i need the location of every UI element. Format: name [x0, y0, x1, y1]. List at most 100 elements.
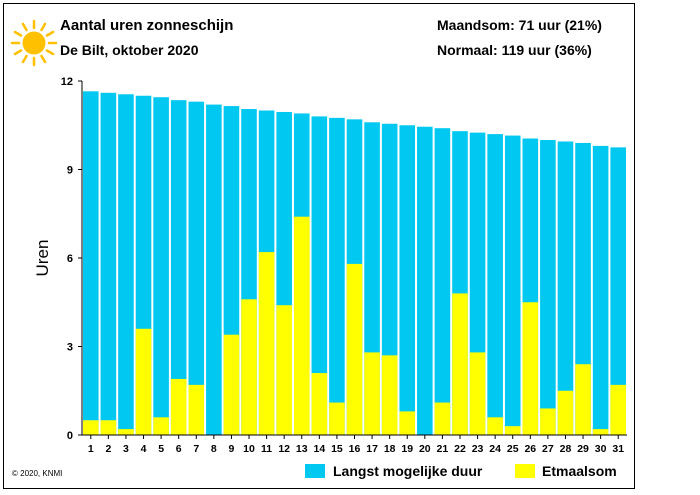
normal-sum-label: Normaal: 119 uur (36%): [437, 42, 592, 58]
x-tick-label: 8: [211, 443, 217, 455]
x-tick-label: 13: [296, 443, 308, 455]
actual-bar-day-18: [381, 355, 398, 435]
sun-ray: [21, 22, 28, 32]
x-tick-label: 20: [419, 443, 431, 455]
actual-bar-day-21: [434, 402, 451, 435]
possible-bar-day-20: [417, 126, 433, 435]
sun-rays: [10, 19, 58, 67]
x-tick-label: 19: [401, 443, 413, 455]
x-axis-ticks: 1 2 3 4 5 6 7 8 9 10 11 12 13 14 15 16 17 18 19 20 21 22 23 24 2…: [88, 435, 624, 455]
actual-bar-day-2: [100, 420, 117, 435]
x-tick-label: 5: [158, 443, 164, 455]
actual-bar-day-23: [469, 352, 486, 435]
x-tick-label: 21: [437, 443, 449, 455]
actual-bar-day-1: [83, 420, 99, 435]
y-axis-label: Uren: [33, 240, 52, 277]
possible-bar-day-14: [311, 116, 328, 436]
x-tick-label: 27: [542, 443, 554, 455]
x-tick-label: 25: [507, 443, 519, 455]
x-tick-label: 22: [454, 443, 466, 455]
possible-bar-day-19: [399, 125, 416, 435]
actual-bar-day-29: [575, 364, 591, 435]
sun-ray: [45, 30, 55, 37]
possible-bar-day-29: [575, 142, 591, 435]
possible-bar-day-2: [100, 92, 117, 436]
actual-bar-day-11: [258, 252, 275, 435]
actual-bar-day-4: [135, 328, 152, 435]
sun-ray: [45, 49, 55, 56]
y-tick-label: 0: [67, 430, 73, 442]
possible-bar-day-21: [434, 128, 451, 435]
sun-disc: [22, 31, 46, 55]
sun-ray: [40, 54, 47, 64]
x-tick-label: 3: [123, 443, 129, 455]
actual-bar-day-12: [276, 305, 292, 435]
actual-bar-day-30: [592, 429, 609, 435]
x-tick-label: 12: [278, 443, 290, 455]
possible-bar-day-27: [540, 140, 556, 435]
x-tick-label: 24: [489, 443, 501, 455]
sun-ray: [40, 22, 47, 32]
x-tick-label: 23: [472, 443, 484, 455]
x-tick-label: 4: [141, 443, 147, 455]
sun-icon: [10, 19, 58, 67]
y-tick-label: 6: [67, 253, 73, 265]
x-tick-label: 2: [105, 443, 111, 455]
sun-ray: [13, 30, 23, 37]
possible-bar-day-5: [153, 97, 169, 435]
actual-bar-day-28: [557, 390, 574, 435]
copyright-text: © 2020, KNMI: [12, 469, 63, 478]
actual-bar-day-3: [118, 429, 134, 435]
legend-label-actual: Etmaalsom: [542, 463, 617, 479]
x-tick-label: 9: [229, 443, 235, 455]
month-sum-label: Maandsom: 71 uur (21%): [437, 17, 602, 33]
actual-bar-day-26: [522, 302, 539, 435]
y-axis-ticks: 0 3 6 9 12: [61, 76, 82, 442]
x-tick-label: 15: [331, 443, 343, 455]
possible-bar-day-6: [170, 100, 187, 436]
actual-bar-day-5: [153, 417, 169, 435]
actual-bar-day-10: [241, 299, 257, 435]
actual-bar-day-6: [170, 378, 187, 435]
actual-bar-day-17: [364, 352, 380, 435]
x-tick-label: 30: [595, 443, 607, 455]
actual-bar-day-14: [311, 373, 328, 435]
x-tick-label: 28: [560, 443, 572, 455]
actual-bar-day-31: [610, 384, 626, 435]
possible-bar-day-28: [557, 141, 574, 435]
y-tick-label: 3: [67, 342, 73, 354]
sun-ray: [13, 49, 23, 56]
actual-sunshine-bars: [83, 216, 626, 435]
actual-bar-day-16: [346, 263, 363, 435]
possible-bar-day-1: [83, 91, 99, 435]
x-tick-label: 10: [243, 443, 255, 455]
x-tick-label: 11: [261, 443, 272, 455]
x-tick-label: 16: [349, 443, 361, 455]
legend-swatch-actual: [515, 464, 535, 478]
actual-bar-day-15: [329, 402, 345, 435]
possible-bar-day-3: [118, 94, 134, 436]
actual-bar-day-27: [540, 408, 556, 435]
chart-subtitle: De Bilt, oktober 2020: [60, 42, 199, 58]
x-tick-label: 26: [524, 443, 536, 455]
actual-bar-day-19: [399, 411, 416, 435]
possible-bar-day-24: [487, 134, 503, 435]
actual-bar-day-13: [293, 216, 310, 435]
possible-bar-day-31: [610, 147, 626, 435]
actual-bar-day-9: [223, 334, 240, 435]
possible-bar-day-30: [592, 145, 609, 435]
x-tick-label: 1: [88, 443, 94, 455]
y-tick-label: 9: [67, 165, 73, 177]
possible-bar-day-7: [188, 101, 205, 436]
possible-bar-day-25: [504, 135, 521, 435]
x-tick-label: 18: [384, 443, 396, 455]
chart-title: Aantal uren zonneschijn: [60, 17, 234, 34]
legend-label-possible: Langst mogelijke duur: [333, 463, 483, 479]
actual-bar-day-22: [452, 293, 468, 435]
actual-bar-day-24: [487, 417, 503, 435]
x-tick-label: 6: [176, 443, 182, 455]
x-tick-label: 7: [193, 443, 199, 455]
legend-swatch-possible: [305, 464, 325, 478]
possible-bar-day-8: [206, 104, 222, 435]
